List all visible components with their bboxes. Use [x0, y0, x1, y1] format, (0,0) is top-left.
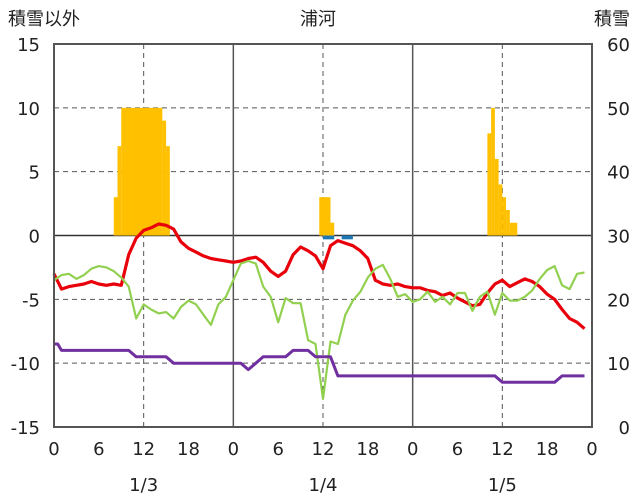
bar-0-10: [494, 158, 499, 236]
bar-0-8: [487, 133, 492, 236]
bar-0-1: [117, 146, 122, 236]
x-tick-label: 0: [48, 439, 59, 460]
bar-1-0: [323, 235, 335, 240]
y-right-tick-label: 10: [607, 354, 630, 375]
x-tick-label: 18: [177, 439, 200, 460]
y-right-tick-label: 40: [607, 163, 630, 184]
right-axis-title: 積雪: [594, 9, 630, 30]
y-left-tick-label: 0: [29, 227, 40, 248]
day-label: 1/5: [488, 475, 517, 496]
bar-layer: [113, 107, 518, 240]
chart-title: 浦河: [300, 9, 336, 30]
bar-1-1: [341, 235, 353, 240]
y-left-tick-label: 15: [17, 35, 40, 56]
x-tick-label: 12: [132, 439, 155, 460]
bar-0-4: [162, 120, 167, 236]
x-tick-label: 12: [491, 439, 514, 460]
bar-0-3: [132, 107, 163, 236]
bar-0-14: [509, 222, 518, 236]
bar-0-5: [166, 146, 170, 236]
bar-0-0: [113, 197, 118, 236]
bar-0-11: [498, 184, 503, 236]
bar-0-12: [502, 197, 507, 236]
x-tick-label: 0: [586, 439, 597, 460]
series-line-2: [54, 342, 585, 384]
y-left-tick-label: -5: [22, 290, 40, 311]
y-right-tick-label: 0: [619, 418, 630, 439]
x-tick-label: 12: [312, 439, 335, 460]
y-left-tick-label: 10: [17, 99, 40, 120]
y-left-tick-label: -10: [11, 354, 40, 375]
line-layer: [52, 222, 586, 400]
x-tick-label: 6: [452, 439, 463, 460]
bar-0-2: [121, 107, 133, 236]
x-tick-label: 18: [536, 439, 559, 460]
bar-0-6: [319, 197, 331, 236]
y-right-tick-label: 50: [607, 99, 630, 120]
x-tick-label: 0: [228, 439, 239, 460]
x-tick-label: 18: [356, 439, 379, 460]
x-tick-label: 6: [272, 439, 283, 460]
bar-0-13: [506, 209, 510, 236]
y-right-tick-label: 60: [607, 35, 630, 56]
series-line-1: [53, 259, 585, 400]
bar-0-7: [330, 222, 335, 236]
x-tick-label: 6: [93, 439, 104, 460]
plot-frame: [53, 43, 593, 428]
bar-0-9: [491, 107, 495, 236]
y-left-tick-label: -15: [11, 418, 40, 439]
x-tick-label: 0: [407, 439, 418, 460]
y-left-tick-label: 5: [29, 163, 40, 184]
series-line-0: [52, 222, 586, 330]
y-right-tick-label: 30: [607, 227, 630, 248]
y-right-tick-label: 20: [607, 290, 630, 311]
day-label: 1/3: [129, 475, 158, 496]
day-label: 1/4: [309, 475, 338, 496]
left-axis-title: 積雪以外: [8, 9, 80, 30]
